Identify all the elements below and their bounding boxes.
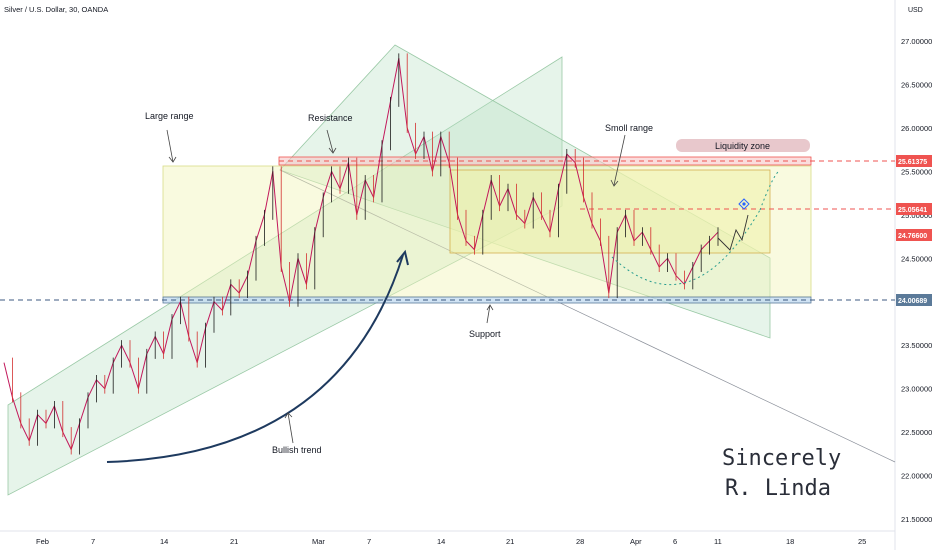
price-tick-label: 22.00000: [901, 472, 932, 481]
small-range-box: [449, 169, 771, 254]
svg-text:24.00689: 24.00689: [898, 298, 927, 305]
chart-title: Silver / U.S. Dollar, 30, OANDA: [4, 5, 108, 14]
time-tick-label: Apr: [630, 537, 642, 546]
time-tick-label: Feb: [36, 537, 49, 546]
annotation-resistance: Resistance: [308, 113, 353, 123]
price-tick-label: 26.00000: [901, 124, 932, 133]
annotation-bullish-trend: Bullish trend: [272, 445, 322, 455]
target-marker-icon: [738, 198, 750, 210]
time-tick-label: 14: [160, 537, 168, 546]
price-axis: 27.00000 26.50000 26.00000 25.50000 25.00000…: [901, 37, 932, 524]
time-tick-label: 18: [786, 537, 794, 546]
price-series-marks: [11, 53, 719, 455]
time-tick-label: 11: [714, 537, 722, 546]
bullish-trend-arrow: [106, 254, 404, 463]
time-tick-label: 6: [673, 537, 677, 546]
time-tick-label: 28: [576, 537, 584, 546]
price-tick-label: 25.00000: [901, 211, 932, 220]
price-series-line: [3, 57, 719, 450]
svg-text:24.76600: 24.76600: [898, 233, 927, 240]
time-tick-label: 21: [506, 537, 514, 546]
trend-line-long: [279, 169, 896, 463]
time-tick-label: 21: [230, 537, 238, 546]
time-tick-label: 25: [858, 537, 866, 546]
currency-label: USD: [908, 7, 923, 14]
bullish-trend-arrowhead: [396, 249, 409, 266]
time-tick-label: 7: [91, 537, 95, 546]
price-tick-label: 24.50000: [901, 254, 932, 263]
price-tick-label: 22.50000: [901, 428, 932, 437]
price-tick-label: 26.50000: [901, 80, 932, 89]
price-tag: 25.05641: [896, 203, 932, 215]
price-tick-label: 27.00000: [901, 37, 932, 46]
price-tick-label: 25.50000: [901, 167, 932, 176]
time-tick-label: Mar: [312, 537, 325, 546]
price-tick-label: 23.00000: [901, 385, 932, 394]
time-tick-label: 14: [437, 537, 445, 546]
annotation-liquidity-zone: Liquidity zone: [715, 141, 770, 151]
liquidity-zone: [676, 139, 810, 152]
price-tag: 25.61375: [896, 155, 932, 167]
price-tick-label: 21.50000: [901, 515, 932, 524]
svg-text:25.05641: 25.05641: [898, 207, 927, 214]
svg-text:25.61375: 25.61375: [898, 159, 927, 166]
price-tag: 24.76600: [896, 229, 932, 241]
price-tick-label: 23.50000: [901, 341, 932, 350]
signature-line-1: Sincerely: [722, 446, 841, 471]
price-tags: 25.61375 25.05641 24.76600 24.00689: [896, 155, 932, 306]
annotation-small-range: Smoll range: [605, 123, 653, 133]
signature-line-2: R. Linda: [725, 476, 831, 501]
annotation-large-range: Large range: [145, 111, 194, 121]
annotation-support: Support: [469, 329, 501, 339]
projected-zigzag: [717, 214, 749, 251]
annotation-pointers: [166, 129, 626, 444]
projected-curve-extension: [759, 171, 779, 211]
time-axis: Feb 7 14 21 Mar 7 14 21 28 Apr 6 11 18 25: [36, 537, 866, 546]
price-tag: 24.00689: [896, 294, 932, 306]
time-tick-label: 7: [367, 537, 371, 546]
